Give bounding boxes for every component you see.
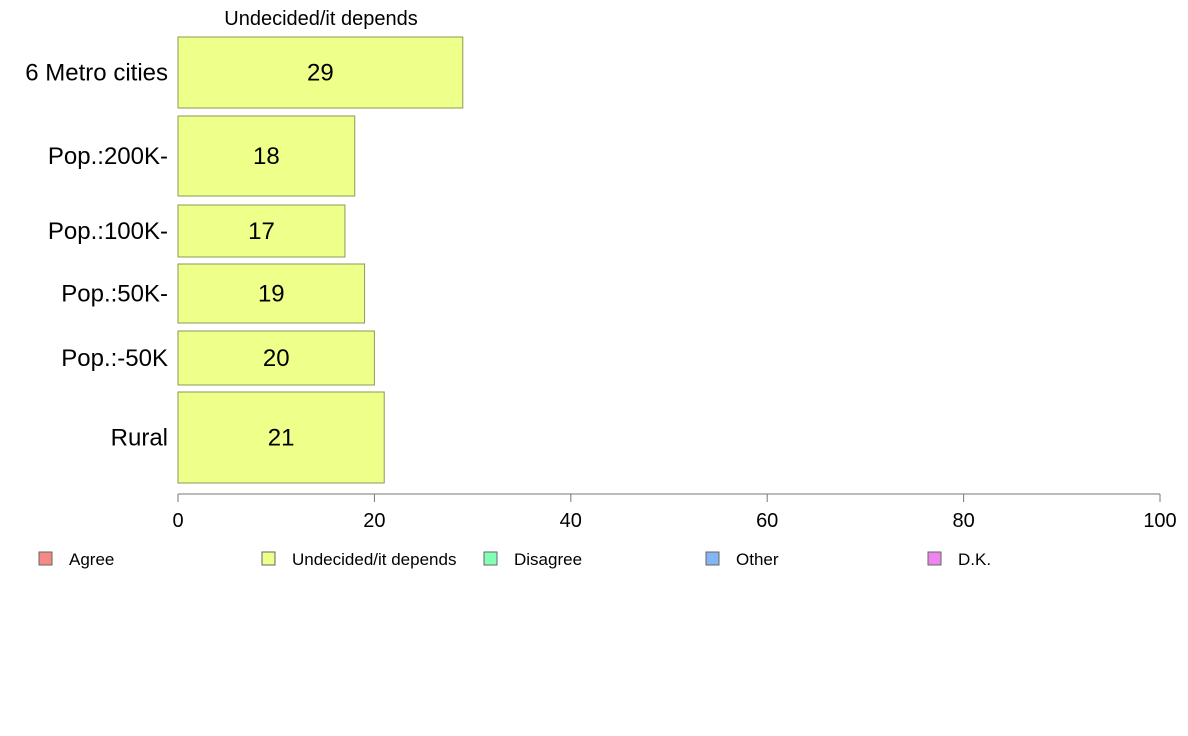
x-tick-label: 40 [560,510,582,532]
legend-label: Other [736,550,779,569]
bar [177,115,356,197]
bar [177,204,346,258]
data-label: 19 [258,281,285,308]
data-label: 18 [253,143,280,170]
category-label: Pop.:50K- [61,281,168,308]
bar [177,36,464,109]
category-label: Pop.:100K- [48,218,168,245]
legend-label: D.K. [958,550,991,569]
legend-label: Undecided/it depends [292,550,456,569]
x-tick-label: 80 [952,510,974,532]
bars-group: 6 Metro cities 29 Pop.:200K- 18 Pop.:100K- 17… [25,36,464,484]
data-label: 21 [268,425,295,452]
legend-swatch [38,551,53,566]
legend-swatch [261,551,276,566]
x-tick-label: 0 [172,510,183,532]
x-tick-label: 60 [756,510,778,532]
category-label: 6 Metro cities [25,60,168,87]
chart-title: Undecided/it depends [224,8,417,30]
category-label: Pop.:200K- [48,143,168,170]
data-label: 17 [248,218,275,245]
legend-swatch [483,551,498,566]
bar [177,391,385,484]
data-label: 20 [263,345,290,372]
legend-label: Agree [69,550,114,569]
category-label: Pop.:-50K [61,345,168,372]
data-label: 29 [307,60,334,87]
legend-swatch [705,551,720,566]
legend-label: Disagree [514,550,582,569]
bar [177,330,375,386]
legend-swatch [927,551,942,566]
bar [177,263,366,324]
legend: Agree Undecided/it depends Disagree Other D.… [38,550,991,569]
x-tick-label: 20 [363,510,385,532]
category-label: Rural [111,425,168,452]
x-tick-label: 100 [1143,510,1176,532]
x-axis: 0 20 40 60 80 100 [172,493,1177,532]
